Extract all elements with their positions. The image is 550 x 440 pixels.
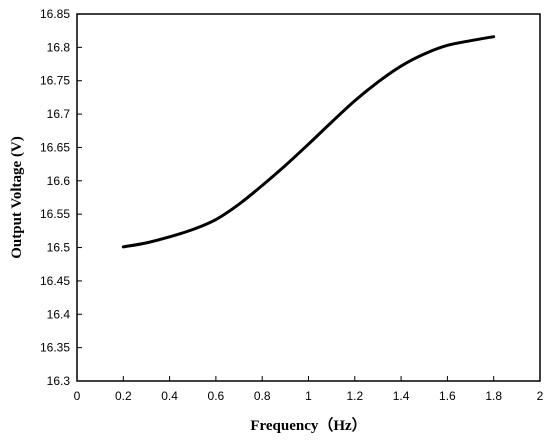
x-tick-label: 0.2 [115, 389, 132, 403]
x-tick-label: 0.4 [161, 389, 178, 403]
x-tick-label: 1 [305, 389, 312, 403]
x-axis-ticks: 0 0.2 0.4 0.6 0.8 1 1.2 1.4 1.6 1.8 2 [74, 376, 544, 403]
x-tick-label: 0.6 [208, 389, 225, 403]
y-tick-label: 16.6 [47, 174, 71, 188]
y-tick-label: 16.5 [47, 241, 71, 255]
x-tick-label: 0 [74, 389, 81, 403]
y-axis-title: Output Voltage (V) [9, 136, 25, 259]
x-axis-title: Frequency（Hz） [250, 416, 366, 434]
y-tick-label: 16.7 [47, 107, 71, 121]
y-tick-label: 16.45 [40, 274, 70, 288]
y-tick-label: 16.75 [40, 74, 70, 88]
x-tick-label: 1.6 [439, 389, 456, 403]
x-tick-label: 1.4 [393, 389, 410, 403]
y-tick-label: 16.4 [47, 307, 71, 321]
y-tick-label: 16.8 [47, 40, 71, 54]
x-tick-label: 1.8 [485, 389, 502, 403]
series-line [121, 35, 496, 249]
y-tick-label: 16.35 [40, 341, 70, 355]
y-tick-label: 16.3 [47, 374, 71, 388]
y-axis-ticks: 16.3 16.35 16.4 16.45 16.5 16.55 16.6 16.65 16.7… [40, 7, 82, 388]
y-tick-label: 16.65 [40, 140, 70, 154]
x-tick-label: 1.2 [346, 389, 363, 403]
plot-frame [76, 13, 541, 382]
y-tick-label: 16.55 [40, 207, 70, 221]
x-tick-label: 0.8 [254, 389, 271, 403]
y-tick-label: 16.85 [40, 7, 70, 21]
x-tick-label: 2 [537, 389, 544, 403]
